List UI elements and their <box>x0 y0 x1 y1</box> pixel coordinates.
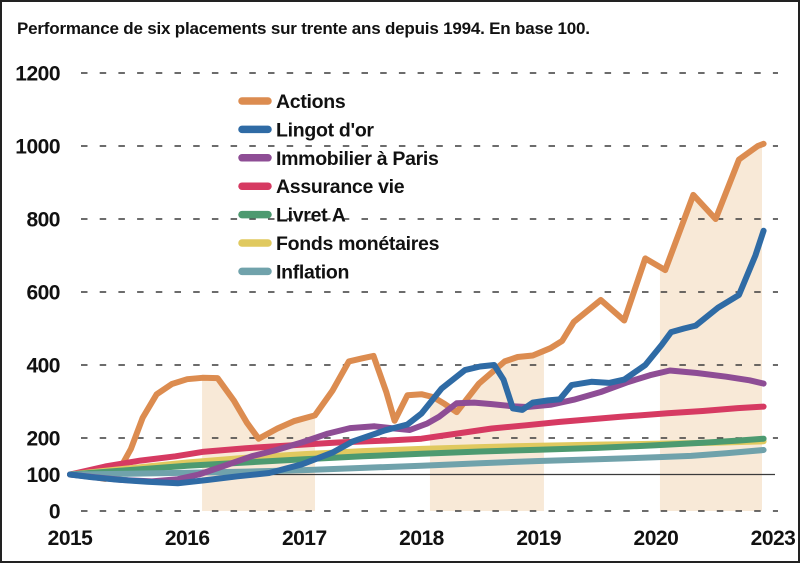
y-tick-label-600: 600 <box>26 282 60 305</box>
chart-title: Performance de six placements sur trente… <box>17 19 590 38</box>
y-tick-label-1000: 1000 <box>15 136 60 159</box>
y-tick-label-1200: 1200 <box>15 63 60 86</box>
series-line-lingot-d-or <box>67 227 767 487</box>
y-tick-label-200: 200 <box>26 428 60 451</box>
x-tick-label-2020: 2020 <box>634 527 679 550</box>
x-tick-label-2018: 2018 <box>399 527 445 550</box>
legend-label-lingot-d-or: Lingot d'or <box>276 119 374 141</box>
legend-label-immobilier-a-paris: Immobilier à Paris <box>276 148 439 170</box>
legend-item-immobilier-a-paris: Immobilier à Paris <box>238 148 439 170</box>
legend-label-livret-a: Livret A <box>276 205 346 227</box>
y-tick-label-0: 0 <box>49 501 60 524</box>
legend-label-inflation: Inflation <box>276 261 349 283</box>
legend-item-livret-a: Livret A <box>238 205 346 227</box>
legend-item-fonds-monetaires: Fonds monétaires <box>238 233 440 255</box>
x-tick-label-2023: 2023 <box>751 527 796 550</box>
series-line-actions <box>67 140 767 482</box>
legend-label-assurance-vie: Assurance vie <box>276 176 405 198</box>
x-tick-label-2016: 2016 <box>165 527 210 550</box>
legend-item-actions: Actions <box>238 91 346 113</box>
y-tick-label-400: 400 <box>26 355 60 378</box>
y-tick-label-800: 800 <box>26 209 60 232</box>
x-tick-label-2017: 2017 <box>282 527 327 550</box>
legend-item-lingot-d-or: Lingot d'or <box>238 119 375 141</box>
legend-item-inflation: Inflation <box>238 261 349 283</box>
y-tick-label-100: 100 <box>26 464 60 487</box>
legend-label-actions: Actions <box>276 91 346 113</box>
series-line-livret-a <box>67 435 767 478</box>
x-tick-label-2015: 2015 <box>48 527 94 550</box>
series-line-immobilier-a-paris <box>67 367 767 485</box>
x-tick-label-2019: 2019 <box>516 527 561 550</box>
legend: Actions Lingot d'or Immobilier à Paris Assu… <box>238 91 440 283</box>
legend-label-fonds-monetaires: Fonds monétaires <box>276 233 440 255</box>
series-line-assurance-vie <box>67 403 767 478</box>
legend-item-assurance-vie: Assurance vie <box>238 176 405 198</box>
